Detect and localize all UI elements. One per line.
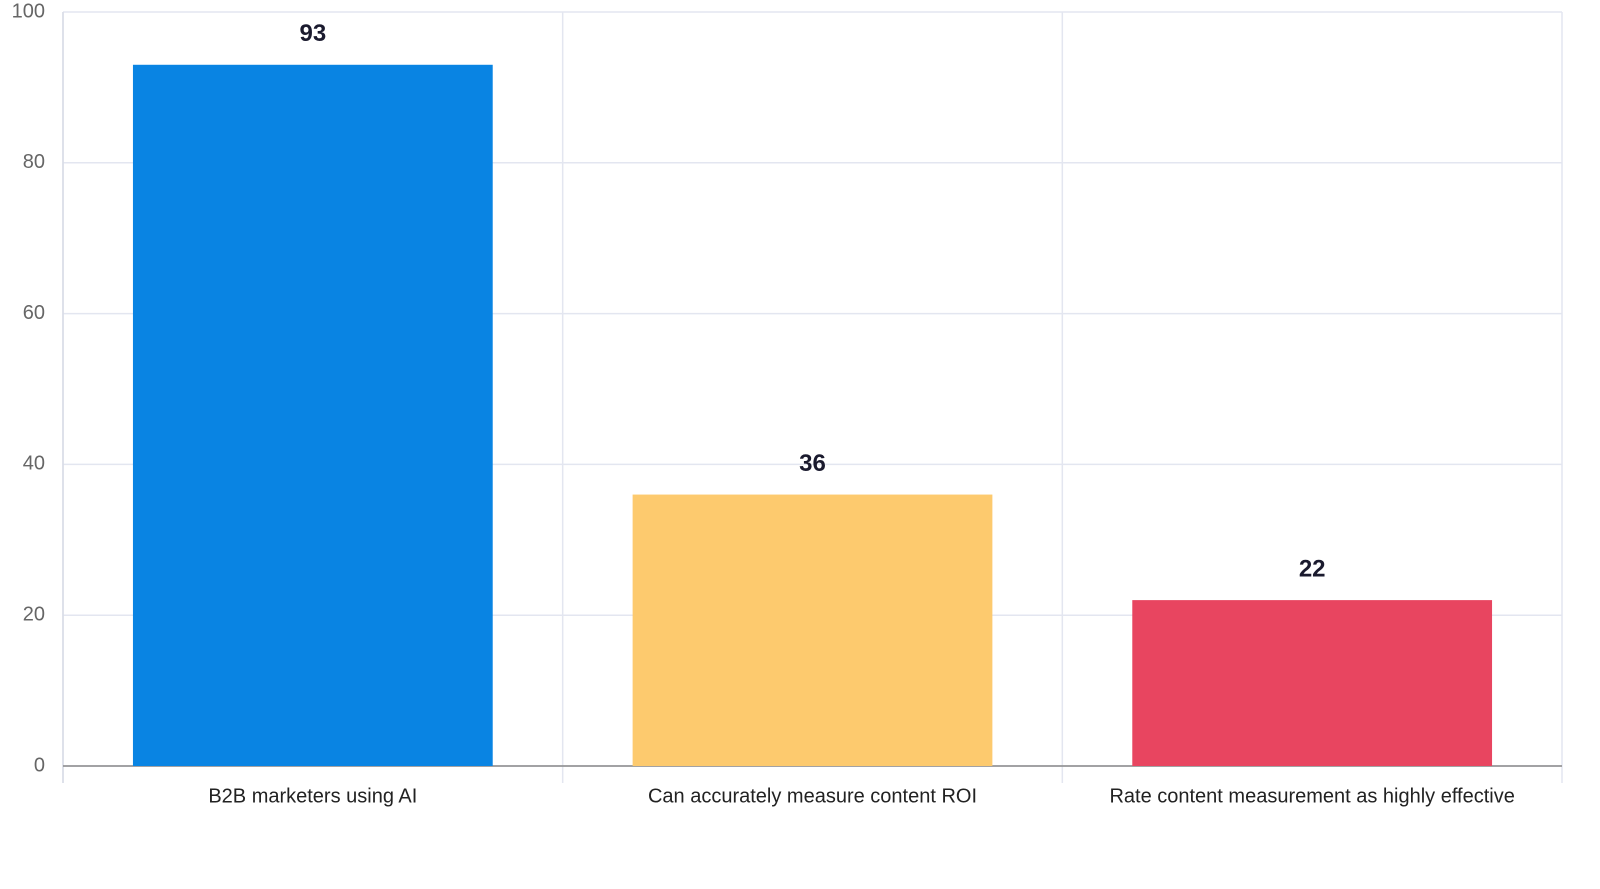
y-tick-label: 100 (12, 0, 45, 22)
y-tick-label: 40 (23, 453, 45, 475)
x-tick-label: Can accurately measure content ROI (648, 785, 977, 807)
value-label: 36 (799, 450, 826, 477)
y-tick-label: 80 (23, 151, 45, 173)
value-label: 93 (299, 20, 326, 47)
y-tick-label: 20 (23, 603, 45, 625)
bar (132, 64, 493, 766)
bar (1132, 600, 1493, 766)
y-tick-label: 60 (23, 302, 45, 324)
y-tick-label: 0 (34, 754, 45, 776)
value-label: 22 (1299, 555, 1326, 582)
bar (632, 494, 993, 766)
x-tick-label: B2B marketers using AI (208, 785, 417, 807)
x-tick-label: Rate content measurement as highly effec… (1109, 785, 1514, 807)
